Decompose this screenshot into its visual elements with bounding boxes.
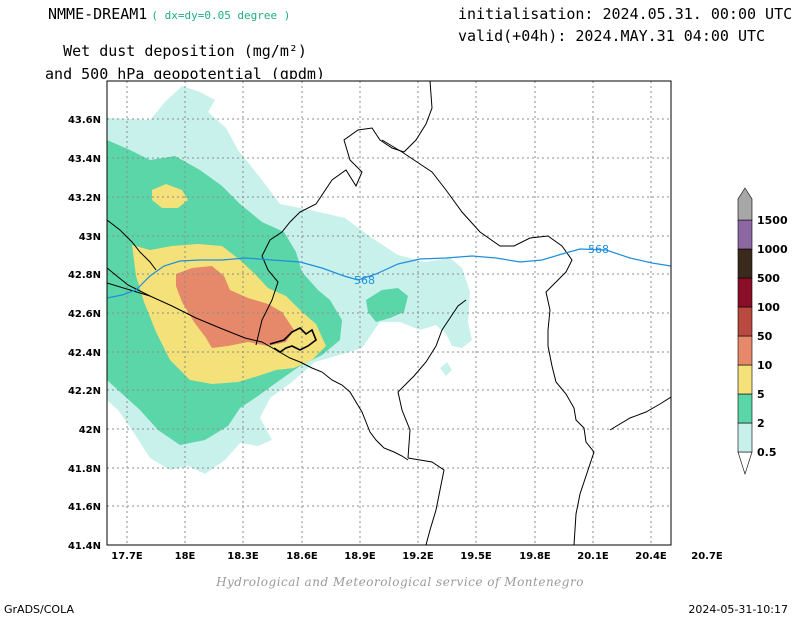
legend-swatch: [737, 422, 753, 453]
lat-label: 43.6N: [68, 115, 101, 126]
lat-label: 43.4N: [68, 154, 101, 165]
legend-label: 500: [757, 272, 780, 285]
coastline: [107, 267, 409, 461]
lat-label: 42.6N: [68, 309, 101, 320]
lon-label: 18.3E: [227, 551, 259, 562]
legend-swatch: [737, 277, 753, 308]
legend-label: 10: [757, 359, 773, 372]
border-montenegro-albania: [397, 299, 467, 459]
initialisation-time: initialisation: 2024.05.31. 00:00 UTC: [458, 5, 793, 23]
lat-label: 42N: [79, 425, 101, 436]
border-montenegro-serbia: [381, 139, 573, 346]
legend-swatch: [737, 393, 753, 424]
grid: [107, 81, 671, 545]
legend-swatch: [737, 248, 753, 279]
deposition-patch-5-north: [152, 184, 188, 208]
lat-label: 42.8N: [68, 270, 101, 281]
legend-label: 50: [757, 330, 773, 343]
legend-underflow-arrow: [737, 451, 753, 475]
lat-label: 43N: [79, 232, 101, 243]
legend-label: 2: [757, 417, 765, 430]
lon-label: 19.5E: [460, 551, 492, 562]
legend-swatch: [737, 335, 753, 366]
legend-label: 0.5: [757, 446, 777, 459]
legend-label: 1000: [757, 243, 788, 256]
legend-swatch: [737, 187, 753, 221]
lat-axis: 43.6N 43.4N 43.2N 43N 42.8N 42.6N 42.4N …: [68, 115, 101, 552]
legend-label: 5: [757, 388, 765, 401]
lon-label: 18.9E: [344, 551, 376, 562]
lat-label: 42.2N: [68, 386, 101, 397]
render-timestamp: 2024-05-31-10:17: [688, 603, 788, 616]
border-bih-croatia-south: [107, 282, 151, 297]
lon-label: 17.7E: [111, 551, 143, 562]
border-albania-coast: [407, 457, 445, 545]
legend-swatch: [737, 306, 753, 337]
deposition-area-10: [176, 266, 294, 348]
valid-time: valid(+04h): 2024.MAY.31 04:00 UTC: [458, 27, 766, 45]
geopotential-contour-568: [107, 248, 671, 299]
borders: [107, 81, 671, 545]
credit-line: Hydrological and Meteorological service …: [216, 575, 584, 589]
contour-label-568-west: 568: [354, 274, 375, 287]
deposition-patch-0.5-east: [440, 362, 452, 376]
model-label: NMME-DREAM1: [48, 5, 148, 23]
border-bih-serbia: [403, 81, 433, 153]
lat-label: 42.4N: [68, 348, 101, 359]
bay-of-kotor: [269, 327, 317, 353]
contour-label-568-east: 568: [588, 243, 609, 256]
lon-label: 18E: [175, 551, 196, 562]
lon-axis: 17.7E 18E 18.3E 18.6E 18.9E 19.2E 19.5E …: [111, 551, 723, 562]
border-albania-kosovo: [547, 345, 595, 545]
lon-label: 20.7E: [691, 551, 723, 562]
lon-label: 20.4E: [635, 551, 667, 562]
border-bih-montenegro: [255, 127, 405, 346]
border-bih-croatia-west: [107, 219, 157, 271]
legend-label: 1500: [757, 214, 788, 227]
lon-label: 18.6E: [286, 551, 318, 562]
lat-label: 41.4N: [68, 541, 101, 552]
deposition-field: [107, 86, 472, 474]
border-albania-macedonia: [609, 396, 671, 431]
lon-label: 20.1E: [577, 551, 609, 562]
software-label: GrADS/COLA: [4, 603, 74, 616]
lat-label: 41.8N: [68, 464, 101, 475]
legend-swatch: [737, 219, 753, 250]
lat-label: 43.2N: [68, 193, 101, 204]
map-subtitle: and 500 hPa geopotential (gpdm): [45, 65, 325, 79]
lon-label: 19.2E: [402, 551, 434, 562]
model-name: NMME-DREAM1( dx=dy=0.05 degree ): [48, 5, 290, 23]
color-legend: 0.5 2 5 10 50 100 500 1000 1500: [737, 187, 788, 475]
map-frame: [106, 80, 672, 546]
lon-label: 19.8E: [519, 551, 551, 562]
map-title: Wet dust deposition (mg/m²): [63, 42, 307, 60]
lat-label: 41.6N: [68, 502, 101, 513]
legend-swatch: [737, 364, 753, 395]
model-resolution: ( dx=dy=0.05 degree ): [151, 9, 291, 22]
legend-label: 100: [757, 301, 780, 314]
